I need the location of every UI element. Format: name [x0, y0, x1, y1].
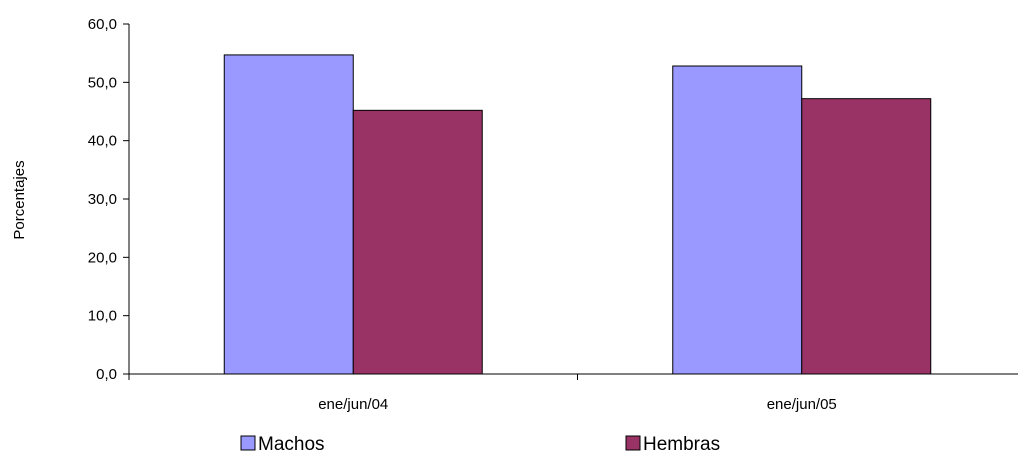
bar-hembras-1 — [801, 98, 932, 375]
y-tick-label: 20,0 — [88, 249, 117, 266]
legend-label-machos: Machos — [258, 434, 325, 455]
legend-swatch-hembras — [625, 435, 641, 451]
y-axis-label: Porcentajes — [11, 160, 28, 239]
legend: Machos Hembras — [240, 434, 720, 455]
bar-machos-0 — [223, 54, 354, 375]
y-tick-label: 0,0 — [96, 366, 117, 383]
x-axis: ene/jun/04 ene/jun/05 — [128, 373, 1018, 413]
y-axis: 0,0 10,0 20,0 30,0 40,0 50,0 60,0 — [88, 16, 130, 383]
y-tick-label: 50,0 — [88, 74, 117, 91]
bars — [223, 54, 932, 375]
y-tick-label: 30,0 — [88, 191, 117, 208]
y-tick-label: 60,0 — [88, 16, 117, 33]
x-tick-label: ene/jun/04 — [318, 396, 388, 413]
x-tick-label: ene/jun/05 — [767, 396, 837, 413]
legend-label-hembras: Hembras — [643, 434, 720, 455]
bar-machos-1 — [672, 65, 803, 375]
bar-hembras-0 — [352, 109, 483, 375]
legend-swatch-machos — [240, 435, 256, 451]
y-tick-label: 40,0 — [88, 133, 117, 150]
y-tick-label: 10,0 — [88, 308, 117, 325]
